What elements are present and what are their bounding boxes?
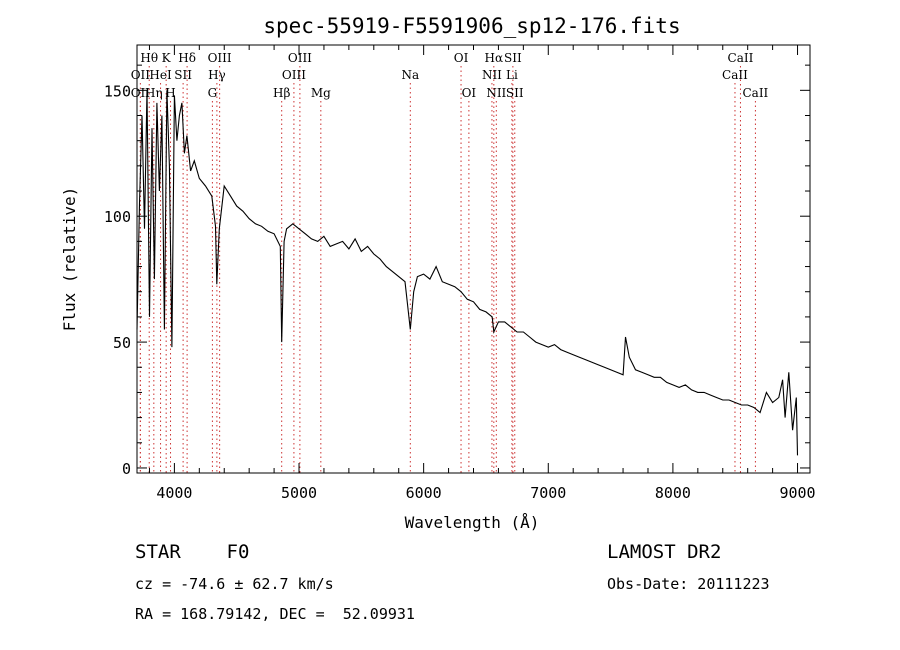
object-class: STAR F0 <box>135 541 250 563</box>
marker-label: CaII <box>722 68 748 82</box>
marker-label: NII <box>486 86 506 100</box>
marker-label: K <box>162 51 172 65</box>
marker-label: Hβ <box>273 86 290 100</box>
y-axis-label: Flux (relative) <box>60 187 79 332</box>
y-tick-label: 150 <box>104 82 131 100</box>
marker-label: CaII <box>742 86 768 100</box>
plot-frame <box>136 44 811 474</box>
axis-ticks: 4000 5000 6000 7000 8000 9000 0 50 100 150 <box>104 45 816 502</box>
marker-label: OI <box>454 51 469 65</box>
marker-label: Hθ <box>140 51 158 65</box>
marker-label: OIII <box>208 51 232 65</box>
x-tick-label: 5000 <box>281 484 317 502</box>
marker-label: OIII <box>288 51 312 65</box>
x-tick-label: 9000 <box>779 484 815 502</box>
marker-label: OII <box>131 68 151 82</box>
x-tick-label: 7000 <box>530 484 566 502</box>
chart-title: spec-55919-F5591906_sp12-176.fits <box>263 14 680 38</box>
marker-label: SII <box>506 86 524 100</box>
y-tick-label: 100 <box>104 208 131 226</box>
marker-label: Hγ <box>208 68 226 82</box>
marker-label: OI <box>462 86 477 100</box>
y-tick-label: 50 <box>113 334 131 352</box>
marker-label: OIII <box>282 68 306 82</box>
redshift-value: cz = -74.6 ± 62.7 km/s <box>135 575 334 593</box>
survey-name: LAMOST DR2 <box>607 541 722 563</box>
x-tick-label: 4000 <box>156 484 192 502</box>
marker-label: G <box>208 86 218 100</box>
marker-label: Hη <box>145 86 163 100</box>
coordinates: RA = 168.79142, DEC = 52.09931 <box>135 605 415 623</box>
marker-label: H <box>165 86 175 100</box>
marker-label: NII <box>482 68 502 82</box>
observation-date: Obs-Date: 20111223 <box>607 575 770 593</box>
marker-label: SII <box>504 51 522 65</box>
y-tick-label: 0 <box>122 460 131 478</box>
marker-label: Li <box>506 68 518 82</box>
marker-label: SII <box>174 68 192 82</box>
spectrum-line <box>136 90 799 456</box>
x-tick-label: 8000 <box>655 484 691 502</box>
marker-label: Mg <box>311 86 331 100</box>
x-tick-label: 6000 <box>406 484 442 502</box>
marker-label: OII <box>131 86 151 100</box>
marker-label: HeI <box>149 68 172 82</box>
marker-label: Hα <box>485 51 504 65</box>
marker-label: CaII <box>728 51 754 65</box>
marker-label: Hδ <box>178 51 196 65</box>
marker-label: Na <box>401 68 419 82</box>
x-axis-label: Wavelength (Å) <box>405 513 540 532</box>
